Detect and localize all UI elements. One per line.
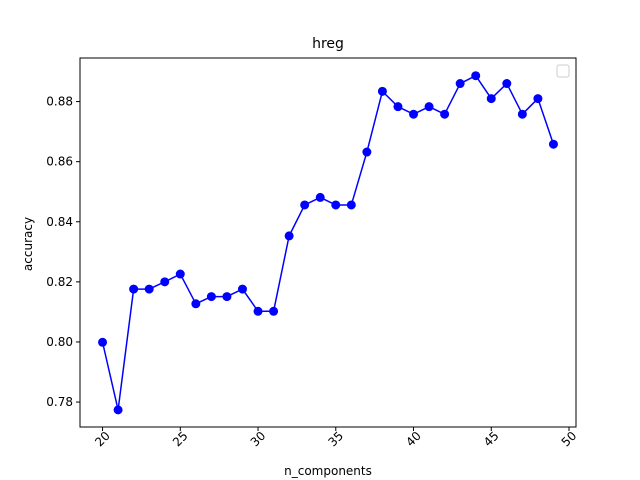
- data-point: [175, 269, 185, 279]
- y-axis-label: accuracy: [21, 217, 35, 271]
- data-point: [237, 284, 247, 294]
- data-point: [300, 200, 310, 210]
- data-point: [98, 337, 108, 347]
- data-point: [377, 86, 387, 96]
- data-point: [440, 109, 450, 119]
- data-point: [129, 284, 139, 294]
- legend-box: [556, 64, 570, 78]
- data-point: [284, 231, 294, 241]
- data-point: [471, 71, 481, 81]
- data-point: [160, 277, 170, 287]
- data-point: [548, 139, 558, 149]
- data-point: [502, 79, 512, 89]
- data-point: [331, 200, 341, 210]
- data-point: [393, 102, 403, 112]
- y-tick-label: 0.84: [46, 215, 73, 229]
- data-point: [486, 94, 496, 104]
- data-point: [222, 292, 232, 302]
- data-point: [409, 109, 419, 119]
- data-point: [144, 284, 154, 294]
- axes-frame: [79, 57, 577, 428]
- data-point: [362, 147, 372, 157]
- data-point: [517, 109, 527, 119]
- data-point: [253, 306, 263, 316]
- data-point: [533, 94, 543, 104]
- data-point: [191, 299, 201, 309]
- y-tick-label: 0.82: [46, 275, 73, 289]
- data-point: [455, 79, 465, 89]
- y-tick-label: 0.80: [46, 335, 73, 349]
- data-point: [346, 200, 356, 210]
- data-point: [206, 292, 216, 302]
- chart-title: hreg: [312, 36, 344, 52]
- x-axis-label: n_components: [284, 464, 372, 478]
- y-tick-label: 0.78: [46, 395, 73, 409]
- y-tick-label: 0.86: [46, 155, 73, 169]
- data-point: [315, 192, 325, 202]
- data-point: [269, 306, 279, 316]
- data-point: [424, 102, 434, 112]
- data-point: [113, 405, 123, 415]
- y-tick-label: 0.88: [46, 95, 73, 109]
